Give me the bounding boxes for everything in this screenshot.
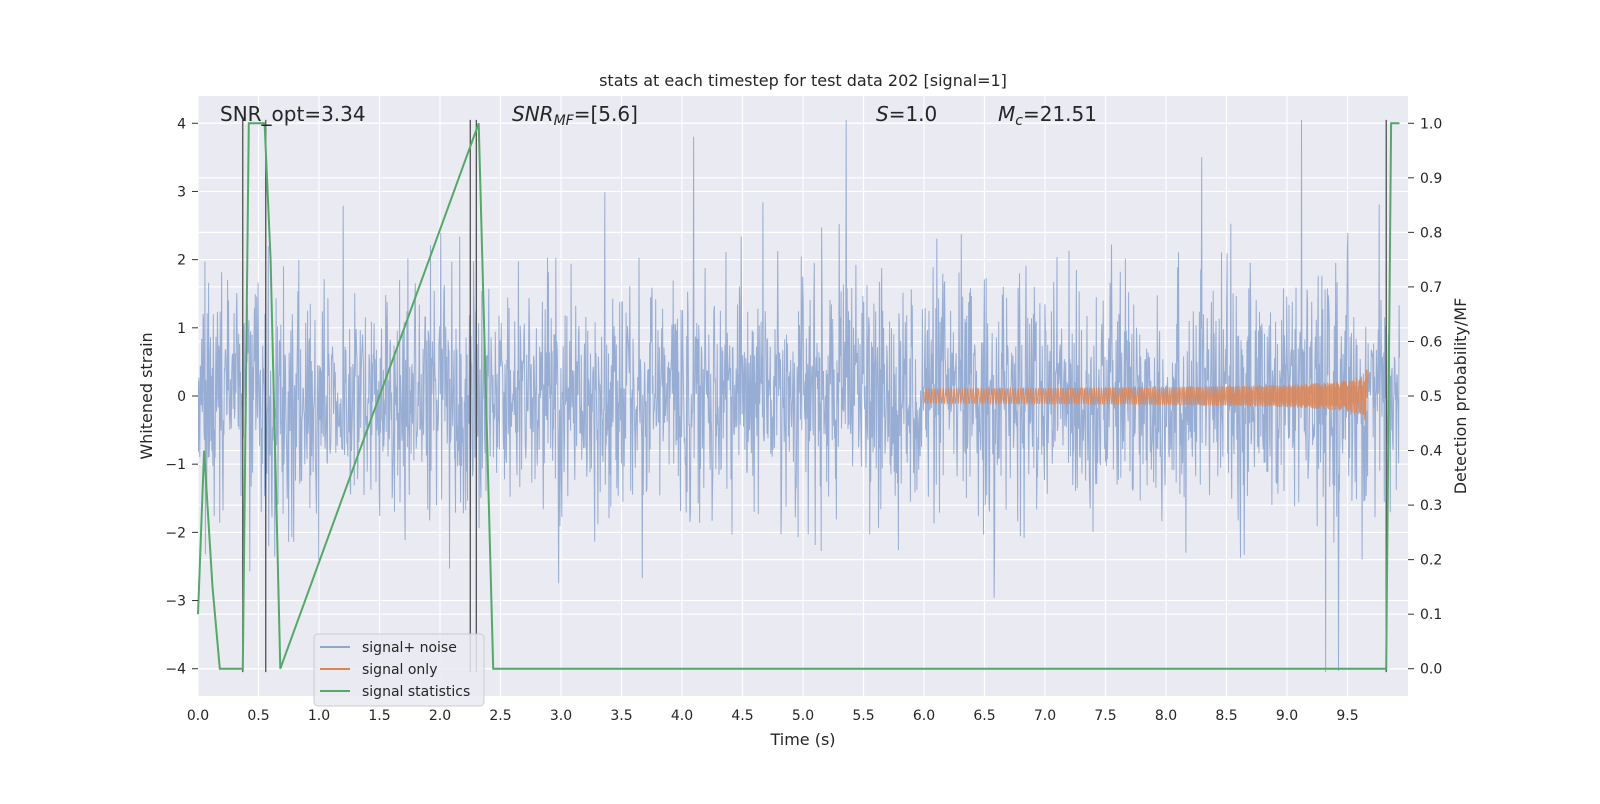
x-tick-label: 1.0 xyxy=(308,708,330,724)
x-tick-label: 9.0 xyxy=(1276,708,1298,724)
legend-label-signal-only: signal only xyxy=(362,662,437,678)
y-left-tick-label: 2 xyxy=(177,253,186,269)
legend-box xyxy=(313,633,485,707)
mc-annotation: Mc=21.51 xyxy=(998,102,1097,129)
signal-statistics-line xyxy=(197,122,1400,670)
mc-value: =21.51 xyxy=(1023,102,1097,126)
x-tick-label: 1.5 xyxy=(368,708,390,724)
y-right-tick-label: 0.7 xyxy=(1420,280,1442,296)
vertical-markers xyxy=(242,119,1387,673)
legend-label-signal-noise: signal+ noise xyxy=(362,640,457,656)
signal-only-line xyxy=(923,369,1369,421)
signal-plus-noise-line xyxy=(198,119,1400,673)
y-right-tick-label: 0.0 xyxy=(1420,662,1442,678)
y-right-tick-label: 0.5 xyxy=(1420,389,1442,405)
y-left-tick-label: −1 xyxy=(165,457,186,473)
mc-symbol: M xyxy=(998,102,1015,126)
legend: signal+ noise signal only signal statist… xyxy=(313,633,485,707)
snr-opt-annotation: SNR_opt=3.34 xyxy=(220,102,366,126)
x-tick-label: 0.5 xyxy=(247,708,269,724)
y-left-tick-label: −3 xyxy=(165,594,186,610)
x-tick-label: 6.0 xyxy=(913,708,935,724)
s-symbol: S xyxy=(876,102,889,126)
y-right-tick-label: 0.3 xyxy=(1420,498,1442,514)
chart-title: stats at each timestep for test data 202… xyxy=(599,71,1007,90)
y-left-tick-label: 0 xyxy=(177,389,186,405)
snr-mf-value: =[5.6] xyxy=(574,102,638,126)
y-left-tick-label: −4 xyxy=(165,662,186,678)
snr-mf-subscript: MF xyxy=(554,113,575,129)
y-right-tick-label: 0.4 xyxy=(1420,444,1442,460)
x-tick-label: 8.0 xyxy=(1155,708,1177,724)
x-tick-label: 0.0 xyxy=(187,708,209,724)
x-tick-label: 3.5 xyxy=(610,708,632,724)
legend-label-signal-statistics: signal statistics xyxy=(362,684,470,700)
x-tick-label: 7.5 xyxy=(1094,708,1116,724)
signal-plus-noise-series xyxy=(198,119,1400,673)
x-tick-label: 7.0 xyxy=(1034,708,1056,724)
y-axis-label-right: Detection probability/MF xyxy=(1451,298,1470,495)
snr-mf-annotation: SNRMF=[5.6] xyxy=(512,102,638,129)
x-tick-label: 9.5 xyxy=(1336,708,1358,724)
mc-subscript: c xyxy=(1015,113,1023,129)
snr-mf-symbol: SNR xyxy=(512,102,554,126)
x-tick-label: 5.5 xyxy=(852,708,874,724)
y-left-tick-label: 1 xyxy=(177,321,186,337)
y-axis-label-left: Whitened strain xyxy=(137,332,156,459)
x-tick-label: 5.0 xyxy=(792,708,814,724)
y-right-tick-label: 0.8 xyxy=(1420,225,1442,241)
x-tick-label: 4.5 xyxy=(731,708,753,724)
x-tick-label: 8.5 xyxy=(1215,708,1237,724)
y-right-tick-label: 1.0 xyxy=(1420,116,1442,132)
y-left-tick-label: 3 xyxy=(177,184,186,200)
x-tick-label: 3.0 xyxy=(550,708,572,724)
x-tick-label: 2.5 xyxy=(489,708,511,724)
tick-labels: 0.0 0.5 1.0 1.5 2.0 2.5 3.0 3.5 4.0 4.5 5.0 5.5 6.0 6… xyxy=(165,116,1442,724)
s-value: =1.0 xyxy=(889,102,938,126)
signal-only-series xyxy=(923,369,1369,421)
y-right-tick-label: 0.6 xyxy=(1420,334,1442,350)
x-tick-label: 6.5 xyxy=(973,708,995,724)
s-annotation: S=1.0 xyxy=(876,102,937,126)
y-left-tick-label: 4 xyxy=(177,116,186,132)
y-right-tick-label: 0.9 xyxy=(1420,171,1442,187)
y-left-tick-label: −2 xyxy=(165,525,186,541)
x-tick-label: 4.0 xyxy=(671,708,693,724)
y-right-tick-label: 0.1 xyxy=(1420,607,1442,623)
x-axis-label: Time (s) xyxy=(769,730,835,749)
x-tick-label: 2.0 xyxy=(429,708,451,724)
signal-statistics-series xyxy=(197,122,1400,670)
y-right-tick-label: 0.2 xyxy=(1420,553,1442,569)
